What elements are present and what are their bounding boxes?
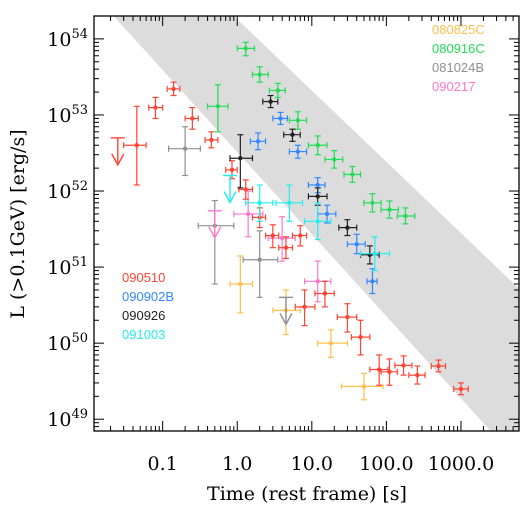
upper-limit-arrow [208,226,222,240]
data-point [209,137,214,143]
data-point [458,386,464,392]
y-tick-label: 1053 [47,103,88,127]
x-tick-labels: 0.1 1.0 10.0 100.0 1000.0 [148,453,495,475]
data-point [215,104,221,109]
y-axis-title: L (>0.1GeV) [erg/s] [7,129,29,318]
data-point [358,334,363,340]
data-point [182,146,188,151]
axis-ticks [94,15,520,432]
legend-entry: 081024B [432,60,484,75]
data-point [372,251,378,256]
data-point [134,143,140,148]
upper-limit-arrow [279,313,293,326]
data-point [315,219,320,224]
series-091003 [223,174,391,272]
x-axis-title: Time (rest frame) [s] [207,483,407,505]
x-tick-label: 1.0 [222,453,252,475]
data-point [287,200,292,206]
data-point [401,363,406,368]
y-tick-label: 1052 [47,179,88,203]
data-point [387,207,392,212]
legend-entry: 091003 [122,327,165,342]
y-tick-label: 1051 [47,255,88,279]
legend-entry: 080825C [432,22,485,37]
data-point [436,363,441,369]
data-point [295,149,301,154]
x-tick-label: 10.0 [291,453,333,475]
upper-limit-arrow [223,191,237,204]
upper-limit-arrow [111,153,125,167]
data-point [270,233,276,238]
x-tick-label: 100.0 [359,453,413,475]
data-point [283,245,289,250]
data-point [370,279,375,284]
data-point [387,369,392,375]
data-point [345,314,350,320]
series-090510 [110,81,469,396]
data-point [255,139,261,144]
data-point [315,194,320,199]
data-point [153,105,158,110]
y-tick-label: 1050 [47,331,88,355]
data-point [350,172,355,177]
x-tick-label: 0.1 [148,453,178,475]
series-090902B [249,111,378,295]
legend-entry: 090926 [122,308,165,323]
legend-entry: 090902B [122,289,174,304]
data-point [376,367,382,372]
legend: 080825C 080916C 081024B 090217 090510 090902B… [122,22,485,342]
y-tick-label: 1054 [47,27,88,51]
data-point [415,372,420,378]
band-region [113,16,519,431]
data-point [298,233,303,238]
data-point [322,291,328,296]
series-layer [110,41,469,401]
data-point [268,99,273,104]
legend-entry: 080916C [432,41,485,56]
series-081024B [167,126,293,326]
data-point [243,46,248,51]
series-080916C [206,41,416,225]
y-tick-labels: 1049 1050 1051 1052 1053 1054 [47,27,88,431]
y-tick-label: 1049 [47,407,88,431]
data-point [243,187,248,192]
data-point [229,167,235,173]
data-point [315,143,320,148]
data-point [238,281,243,287]
plot-frame [93,15,520,432]
data-point [295,118,301,123]
data-point [315,182,320,188]
data-point [315,279,320,284]
data-point [302,304,307,310]
data-point [245,211,251,217]
data-point [345,225,350,230]
data-point [257,200,262,206]
data-point [238,156,243,161]
data-point [290,132,295,137]
data-point [328,340,334,346]
data-point [257,72,262,77]
data-point [324,211,330,217]
data-point [354,241,359,247]
data-point [370,200,375,206]
legend-entry: 090217 [432,79,475,94]
data-point [171,86,176,92]
data-point [257,257,262,262]
data-point [275,88,281,93]
legend-entry: 090510 [122,270,165,285]
data-point [190,116,195,121]
data-point [361,384,367,389]
x-tick-label: 1000.0 [428,453,494,475]
series-090926 [229,94,380,265]
data-point [332,157,337,162]
data-point [403,213,408,219]
data-point [278,116,283,121]
